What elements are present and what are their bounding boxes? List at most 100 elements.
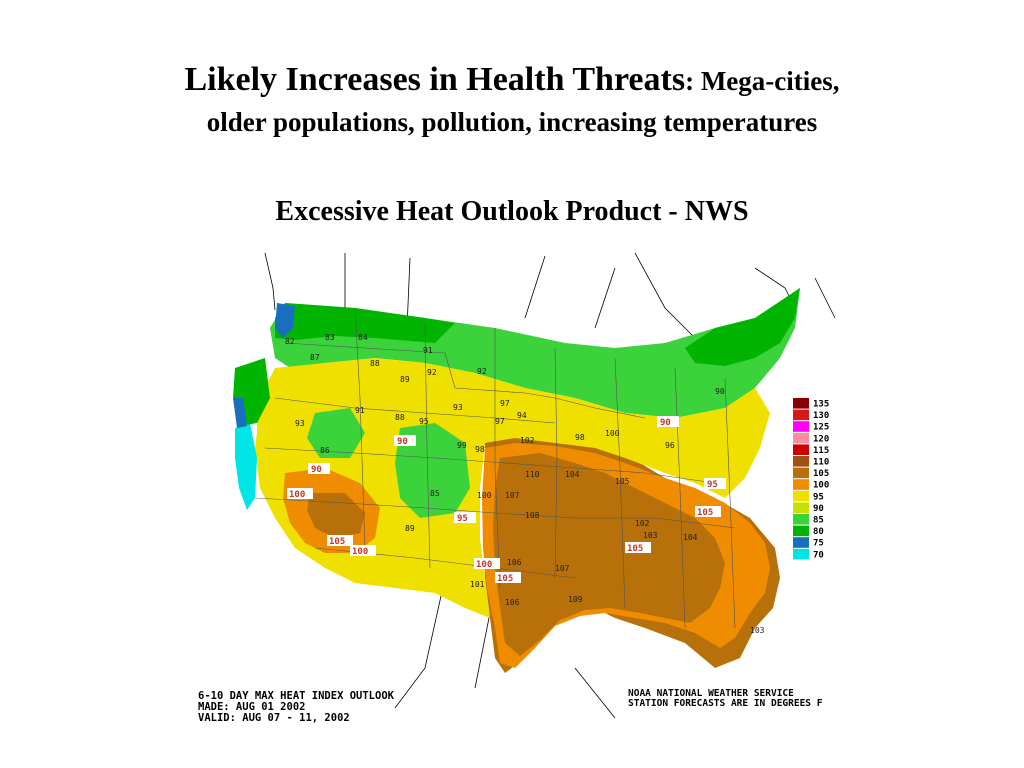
station-values: 82 83 84 87 88 91 92 93 89 91 95 88 93 9… bbox=[285, 333, 765, 635]
legend-swatch bbox=[793, 409, 809, 421]
station-value: 106 bbox=[507, 558, 522, 567]
station-value: 100 bbox=[605, 429, 620, 438]
slide-title: Likely Increases in Health Threats: Mega… bbox=[0, 58, 1024, 141]
legend-swatch bbox=[793, 514, 809, 525]
station-value: 93 bbox=[453, 403, 463, 412]
legend-label: 85 bbox=[813, 516, 824, 526]
legend-swatch bbox=[793, 502, 809, 513]
footer-line: VALID: AUG 07 - 11, 2002 bbox=[198, 712, 350, 724]
station-value: 106 bbox=[505, 598, 520, 607]
legend-label: 90 bbox=[813, 504, 824, 514]
region-green-colorado bbox=[395, 423, 470, 518]
svg-text:100: 100 bbox=[476, 560, 492, 570]
station-value: 99 bbox=[457, 441, 467, 450]
svg-text:90: 90 bbox=[311, 465, 322, 475]
contour-label: 95 bbox=[454, 512, 476, 524]
title-sub: Mega-cities, bbox=[694, 66, 840, 96]
station-value: 94 bbox=[517, 411, 527, 420]
station-value: 108 bbox=[525, 511, 540, 520]
legend-swatch bbox=[793, 421, 809, 432]
station-value: 107 bbox=[555, 564, 570, 573]
legend-label: 135 bbox=[813, 400, 829, 410]
region-70 bbox=[235, 423, 257, 510]
station-value: 85 bbox=[430, 489, 440, 498]
station-value: 92 bbox=[427, 368, 437, 377]
legend-label: 120 bbox=[813, 434, 829, 444]
contour-label: 90 bbox=[394, 435, 416, 447]
station-value: 103 bbox=[643, 531, 658, 540]
contour-label: 90 bbox=[657, 416, 679, 428]
contour-label: 100 bbox=[350, 545, 376, 557]
station-value: 95 bbox=[419, 417, 429, 426]
station-value: 102 bbox=[635, 519, 650, 528]
legend-label: 80 bbox=[813, 527, 824, 537]
contour-label: 90 bbox=[308, 463, 330, 475]
station-value: 102 bbox=[520, 436, 535, 445]
station-value: 109 bbox=[568, 595, 583, 604]
legend-swatch bbox=[793, 490, 809, 502]
station-value: 91 bbox=[423, 346, 433, 355]
svg-text:95: 95 bbox=[457, 514, 468, 524]
station-value: 87 bbox=[310, 353, 320, 362]
legend-swatch bbox=[793, 398, 809, 409]
contour-label: 105 bbox=[327, 535, 353, 547]
svg-text:95: 95 bbox=[707, 480, 718, 490]
station-value: 97 bbox=[495, 417, 505, 426]
station-value: 82 bbox=[285, 337, 295, 346]
svg-text:100: 100 bbox=[352, 547, 368, 557]
station-value: 86 bbox=[320, 446, 330, 455]
legend-swatch bbox=[793, 444, 809, 455]
legend-label: 70 bbox=[813, 550, 824, 560]
legend-label: 115 bbox=[813, 446, 829, 456]
svg-text:105: 105 bbox=[329, 537, 345, 547]
station-value: 83 bbox=[325, 333, 335, 342]
title-line-1: Likely Increases in Health Threats: Mega… bbox=[0, 58, 1024, 103]
contour-label: 105 bbox=[625, 542, 651, 554]
station-value: 101 bbox=[470, 580, 485, 589]
title-colon: : bbox=[685, 66, 695, 96]
legend-swatch bbox=[793, 537, 809, 548]
station-value: 104 bbox=[565, 470, 580, 479]
contour-labels: 90 90 90 95 100 100 105 105 105 100 105 … bbox=[287, 416, 726, 584]
contour-label: 105 bbox=[695, 506, 721, 518]
station-value: 103 bbox=[750, 626, 765, 635]
footer-line: STATION FORECASTS ARE IN DEGREES F bbox=[628, 698, 823, 709]
station-value: 92 bbox=[477, 367, 487, 376]
svg-text:105: 105 bbox=[697, 508, 713, 518]
state-borders bbox=[254, 307, 736, 629]
region-80-east bbox=[685, 288, 800, 366]
svg-text:90: 90 bbox=[397, 437, 408, 447]
legend-swatch bbox=[793, 479, 809, 490]
footer-line: 6-10 DAY MAX HEAT INDEX OUTLOOK bbox=[198, 690, 394, 702]
contour-label: 100 bbox=[474, 558, 500, 570]
legend-label: 125 bbox=[813, 423, 829, 433]
svg-text:105: 105 bbox=[497, 574, 513, 584]
legend-label: 75 bbox=[813, 539, 824, 549]
title-line-2: older populations, pollution, increasing… bbox=[206, 107, 818, 137]
svg-text:105: 105 bbox=[627, 544, 643, 554]
contour-label: 105 bbox=[495, 572, 521, 584]
station-value: 104 bbox=[683, 533, 698, 542]
region-southwest-105 bbox=[307, 493, 365, 538]
contour-label: 95 bbox=[704, 478, 726, 490]
station-value: 110 bbox=[525, 470, 540, 479]
region-95 bbox=[255, 358, 770, 618]
station-value: 107 bbox=[505, 491, 520, 500]
legend-swatch bbox=[793, 456, 809, 467]
station-value: 98 bbox=[475, 445, 485, 454]
station-value: 96 bbox=[665, 441, 675, 450]
map-footer-left: 6-10 DAY MAX HEAT INDEX OUTLOOK MADE: AUG… bbox=[198, 691, 394, 724]
station-value: 89 bbox=[405, 524, 415, 533]
station-value: 89 bbox=[400, 375, 410, 384]
region-80 bbox=[275, 303, 455, 343]
svg-text:90: 90 bbox=[660, 418, 671, 428]
legend-label: 95 bbox=[813, 492, 824, 502]
station-value: 90 bbox=[715, 387, 725, 396]
legend-label: 105 bbox=[813, 469, 829, 479]
region-75 bbox=[275, 303, 295, 338]
region-west-yellow bbox=[257, 368, 325, 508]
footer-line: MADE: AUG 01 2002 bbox=[198, 701, 306, 713]
contour-label bbox=[695, 507, 721, 518]
station-value: 88 bbox=[370, 359, 380, 368]
